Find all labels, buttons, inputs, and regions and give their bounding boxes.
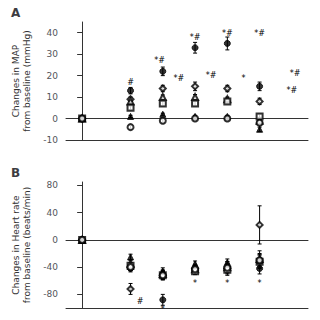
- svg-text:B: B: [11, 166, 20, 180]
- svg-text:from baseline (beats/min): from baseline (beats/min): [22, 187, 32, 303]
- svg-text:0: 0: [52, 235, 58, 245]
- svg-text:*: *: [225, 279, 229, 288]
- svg-text:-80: -80: [43, 289, 58, 299]
- svg-text:30: 30: [47, 49, 59, 59]
- svg-text:-10: -10: [43, 135, 58, 145]
- svg-text:A: A: [11, 6, 21, 20]
- svg-text:*: *: [241, 74, 245, 83]
- svg-text:40: 40: [47, 208, 59, 218]
- svg-text:10: 10: [47, 92, 59, 102]
- svg-text:*: *: [193, 279, 197, 288]
- svg-text:Changes in Heart rate: Changes in Heart rate: [11, 195, 21, 295]
- svg-text:*: *: [258, 279, 262, 288]
- svg-text:*#: *#: [254, 29, 265, 38]
- svg-text:40: 40: [47, 28, 59, 38]
- svg-text:*#: *#: [174, 74, 185, 83]
- svg-text:Changes in MAP: Changes in MAP: [11, 44, 21, 117]
- svg-text:80: 80: [47, 180, 59, 190]
- svg-text:*#: *#: [190, 33, 201, 42]
- svg-text:*#: *#: [154, 56, 165, 65]
- svg-text:#: #: [137, 297, 144, 306]
- svg-text:*: *: [161, 305, 165, 314]
- svg-text:0: 0: [52, 114, 58, 124]
- svg-text:*#: *#: [206, 71, 217, 80]
- svg-text:-40: -40: [43, 262, 58, 272]
- svg-text:*#: *#: [290, 69, 301, 78]
- svg-text:*#: *#: [222, 29, 233, 38]
- svg-text:*#: *#: [287, 86, 298, 95]
- svg-text:from baseline (mmHg): from baseline (mmHg): [22, 30, 32, 131]
- svg-text:20: 20: [47, 71, 59, 81]
- svg-text:#: #: [127, 78, 134, 87]
